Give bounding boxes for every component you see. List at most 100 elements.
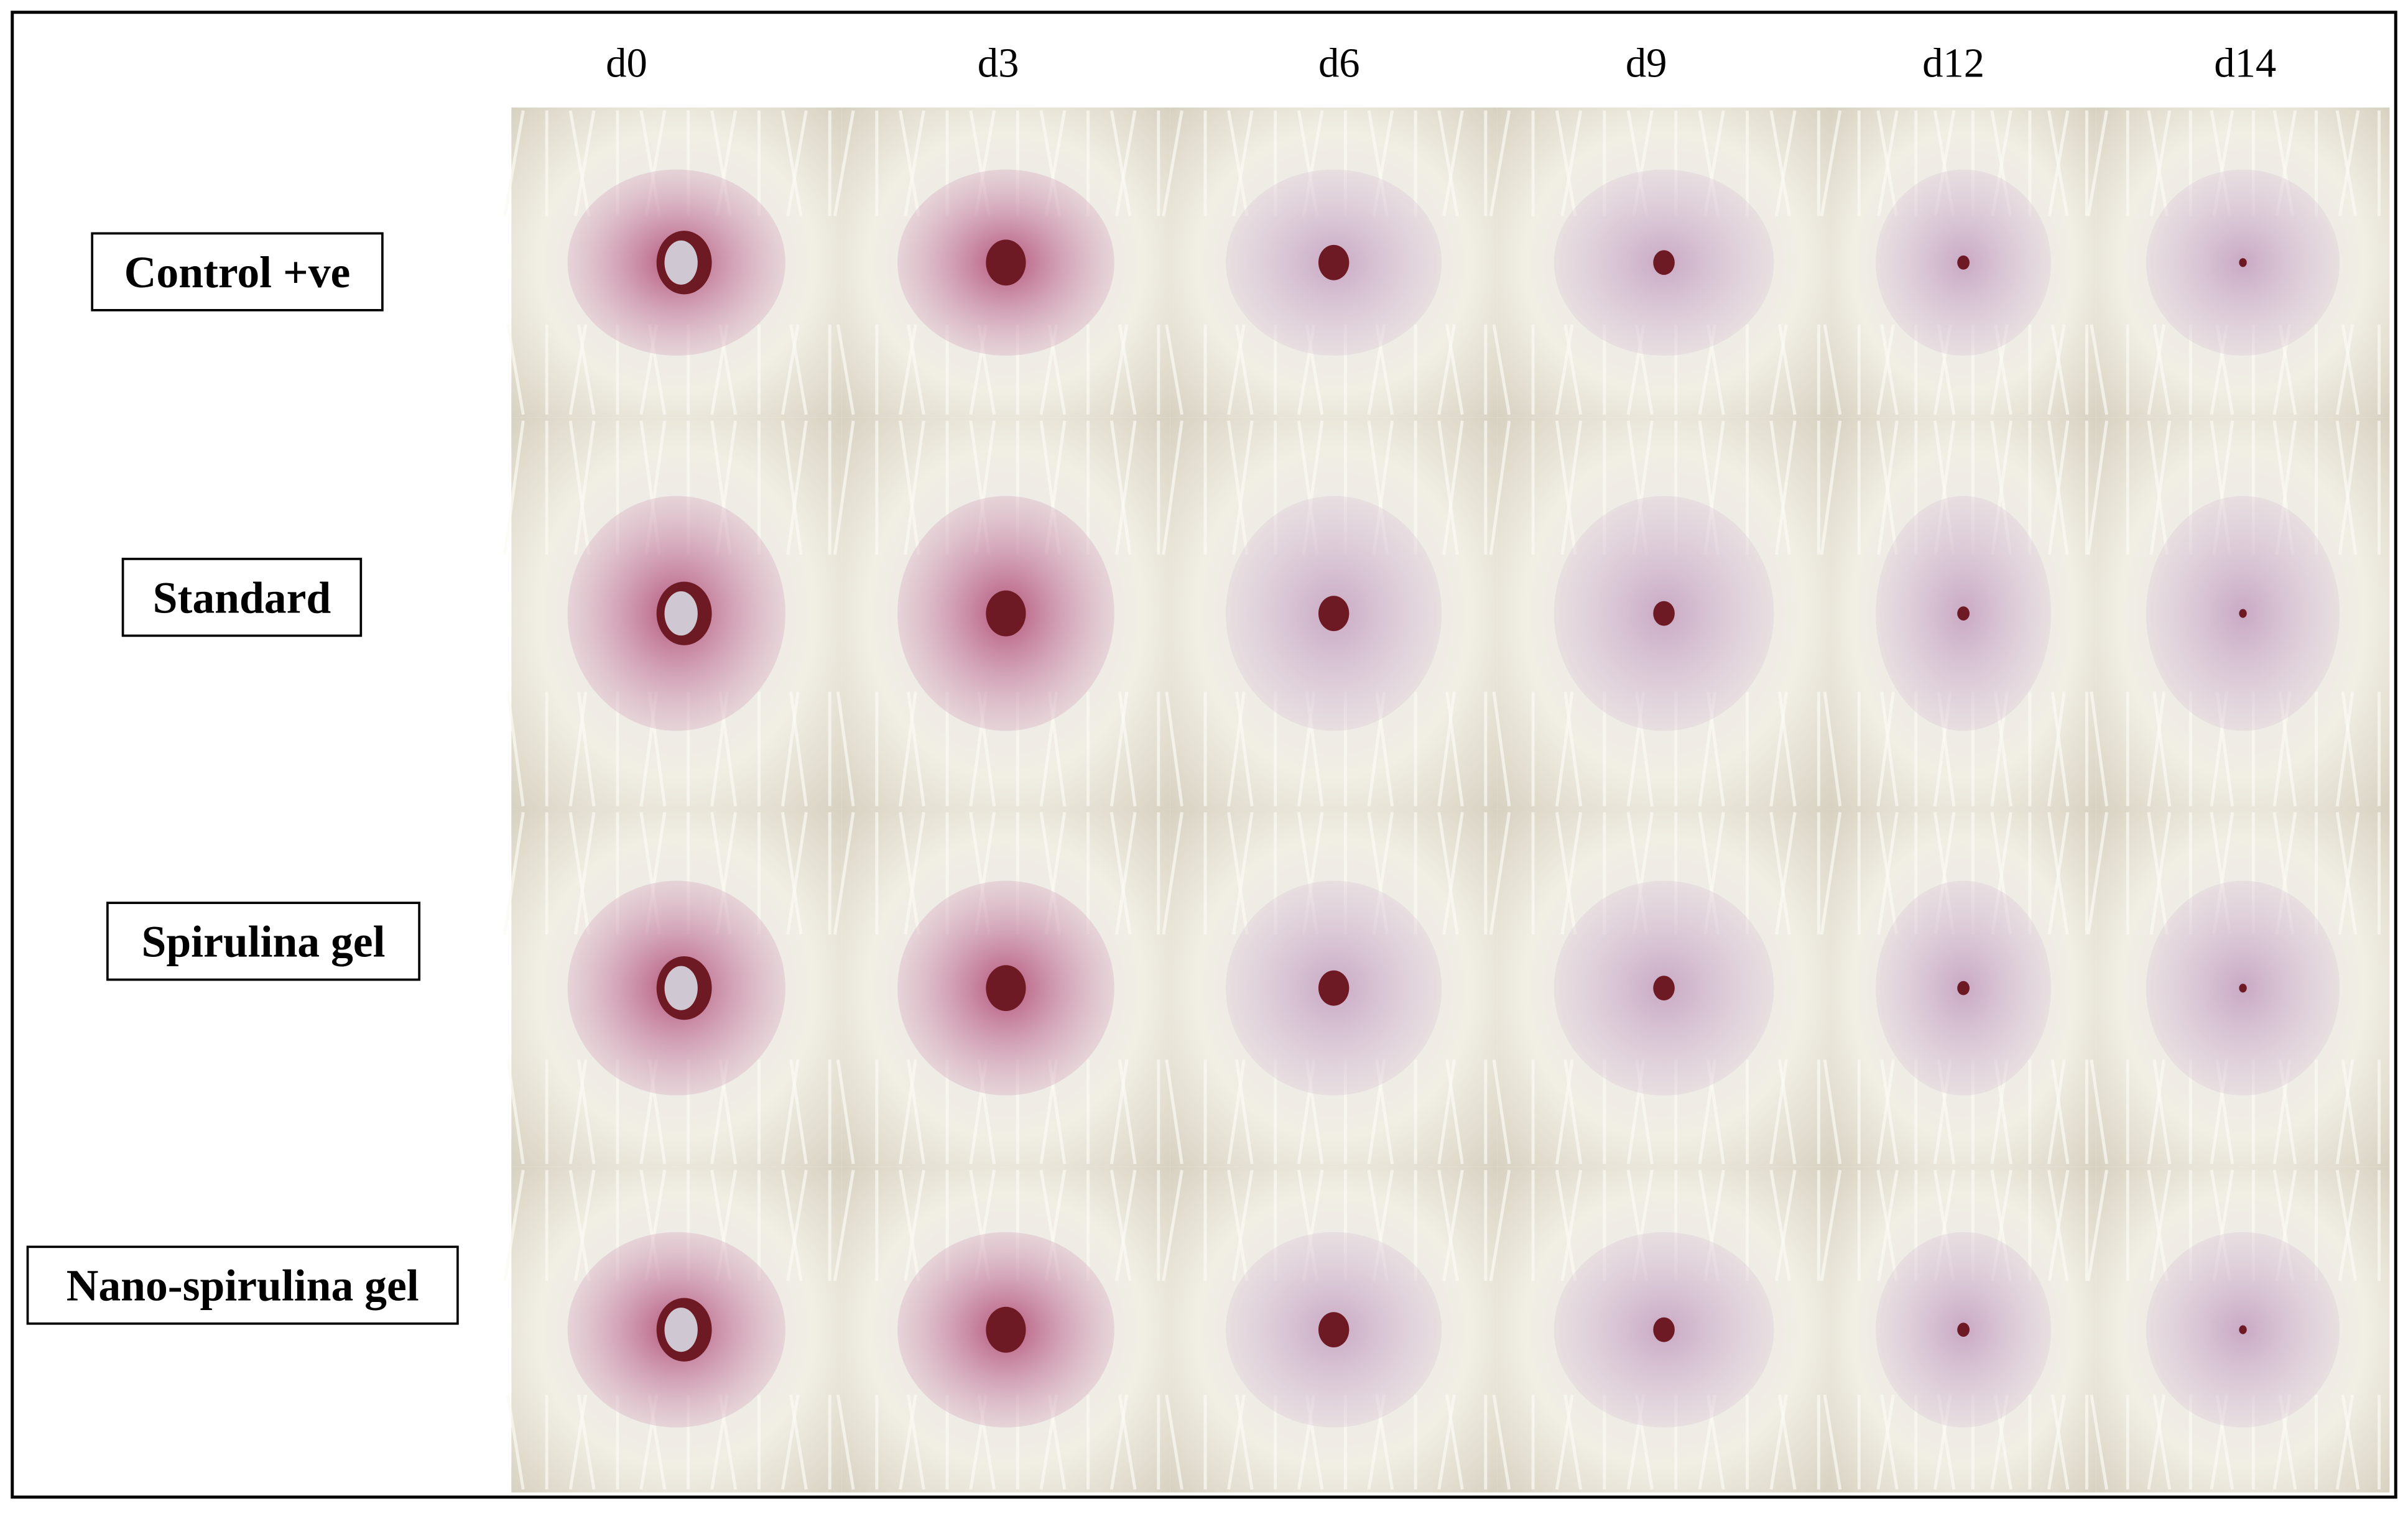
fur-strand: [2335, 324, 2355, 415]
fur-strand: [2335, 691, 2355, 806]
fur-strand: [2086, 812, 2109, 935]
fur-strand: [1769, 1170, 1791, 1281]
fur-strand: [1492, 691, 1511, 806]
fur-strand: [1235, 1394, 1254, 1490]
fur-strand: [1777, 1059, 1797, 1165]
fur-strand: [1777, 691, 1797, 806]
fur-strand: [2152, 1394, 2172, 1490]
fur-strand: [1489, 110, 1511, 216]
column-header: d6: [1318, 40, 1360, 86]
wound-center: [664, 1308, 698, 1352]
fur-strand: [789, 1059, 808, 1165]
fur-strand: [1437, 420, 1459, 555]
fur-strand: [1777, 324, 1797, 415]
fur-strand: [2335, 812, 2358, 935]
fur-strand: [2086, 420, 2109, 555]
photo-grid: [503, 107, 2390, 1493]
fur-strand: [506, 691, 525, 806]
fur-strand: [2335, 420, 2358, 555]
fur-strand: [1823, 1059, 1842, 1165]
fur-strand: [2152, 1059, 2172, 1165]
fur-strand: [2149, 420, 2172, 555]
fur-strand: [2147, 1170, 2169, 1281]
fur-strand: [1227, 420, 1249, 555]
fur-strand: [2050, 1059, 2070, 1165]
fur-strand: [1555, 1170, 1577, 1281]
fur-strand: [899, 324, 917, 415]
wound: [986, 965, 1026, 1012]
fur-strand: [1162, 1170, 1183, 1281]
wound: [986, 1306, 1026, 1353]
fur-strand: [506, 1394, 525, 1490]
fur-strand: [1162, 420, 1183, 555]
fur-strand: [1227, 1170, 1249, 1281]
fur-strand: [1235, 324, 1254, 415]
wound: [1957, 1322, 1970, 1337]
fur-strand: [577, 324, 596, 415]
fur-strand: [1877, 420, 1899, 555]
fur-strand: [1227, 324, 1246, 415]
fur-strand: [1162, 110, 1183, 216]
fur-strand: [899, 691, 917, 806]
fur-strand: [780, 420, 803, 555]
fur-strand: [1769, 1394, 1788, 1490]
fur-strand: [1437, 812, 1459, 935]
fur-strand: [789, 691, 808, 806]
fur-strand: [573, 812, 596, 935]
wound: [1653, 976, 1675, 1001]
fur-strand: [1445, 324, 1464, 415]
fur-strand: [2152, 324, 2172, 415]
wound-center: [664, 591, 698, 636]
fur-strand: [833, 812, 855, 935]
fur-strand: [1437, 1170, 1459, 1281]
column-header: d3: [978, 40, 1019, 86]
wound: [1957, 255, 1970, 270]
fur-strand: [2047, 812, 2070, 935]
fur-strand: [1109, 324, 1129, 415]
wound: [1318, 970, 1350, 1006]
fur-strand: [1563, 324, 1583, 415]
fur-strand: [2338, 812, 2360, 935]
row-label-box: [121, 558, 363, 637]
wound: [986, 239, 1026, 286]
fur-strand: [1769, 812, 1791, 935]
fur-strand: [1820, 420, 1842, 555]
fur-strand: [1880, 324, 1899, 415]
fur-strand: [780, 324, 800, 415]
fur-strand: [1492, 1059, 1511, 1165]
fur-strand: [786, 1170, 808, 1281]
fur-strand: [2090, 1059, 2109, 1165]
fur-strand: [1877, 812, 1899, 935]
fur-strand: [2149, 1170, 2172, 1281]
fur-strand: [904, 420, 925, 555]
fur-strand: [1560, 1170, 1583, 1281]
fur-strand: [1876, 691, 1895, 806]
fur-strand: [1880, 1059, 1899, 1165]
fur-strand: [1769, 324, 1788, 415]
fur-strand: [506, 1059, 525, 1165]
fur-strand: [573, 110, 596, 216]
fur-strand: [833, 110, 855, 216]
fur-strand: [1445, 1059, 1464, 1165]
fur-strand: [1118, 324, 1137, 415]
fur-strand: [836, 324, 855, 415]
fur-strand: [786, 110, 808, 216]
fur-strand: [506, 324, 525, 415]
fur-strand: [1227, 812, 1249, 935]
fur-strand: [899, 1059, 917, 1165]
fur-strand: [1820, 110, 1842, 216]
fur-strand: [2147, 812, 2169, 935]
fur-strand: [833, 420, 855, 555]
fur-strand: [1823, 691, 1842, 806]
fur-strand: [899, 1394, 917, 1490]
fur-strand: [1442, 1170, 1464, 1281]
fur-strand: [1555, 324, 1574, 415]
fur-strand: [780, 1170, 803, 1281]
fur-strand: [2335, 110, 2358, 216]
fur-strand: [2338, 1170, 2360, 1281]
fur-strand: [1109, 1170, 1132, 1281]
fur-strand: [568, 110, 591, 216]
fur-strand: [1563, 691, 1583, 806]
fur-strand: [1555, 1059, 1574, 1165]
